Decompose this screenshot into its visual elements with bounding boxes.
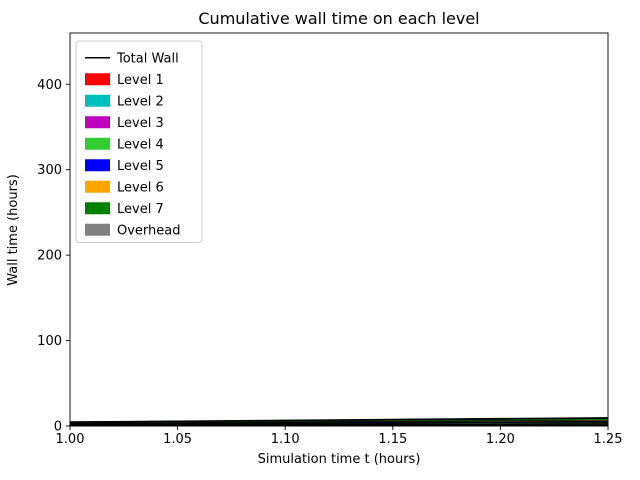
y-tick-label: 400	[37, 78, 62, 93]
legend-label-level-3: Level 3	[117, 116, 164, 131]
legend-swatch-level-1	[85, 73, 110, 86]
y-tick-label: 100	[37, 334, 62, 349]
legend-swatch-level-3	[85, 116, 110, 129]
legend-swatch-level-6	[85, 180, 110, 193]
x-tick-label: 1.00	[56, 432, 85, 447]
chart-title: Cumulative wall time on each level	[198, 9, 479, 28]
plot-layer: 1.00 1.05 1.10 1.15 1.20 1.25 0 100 200 300 400 Tot…	[37, 32, 623, 447]
legend-label-total-wall: Total Wall	[116, 51, 179, 66]
y-axis-label: Wall time (hours)	[6, 174, 21, 286]
y-tick-label: 0	[54, 420, 62, 435]
x-tick-label: 1.15	[378, 432, 407, 447]
legend-label-level-4: Level 4	[117, 137, 164, 152]
x-tick-label: 1.20	[486, 432, 515, 447]
x-tick-label: 1.05	[163, 432, 192, 447]
legend-swatch-level-7	[85, 202, 110, 215]
legend-swatch-level-5	[85, 159, 110, 172]
y-tick-label: 300	[37, 163, 62, 178]
x-tick-label: 1.10	[271, 432, 300, 447]
legend-label-level-2: Level 2	[117, 94, 164, 109]
legend-swatch-level-2	[85, 94, 110, 107]
legend-label-level-1: Level 1	[117, 73, 164, 88]
legend-swatch-level-4	[85, 137, 110, 150]
legend-label-level-6: Level 6	[117, 180, 164, 195]
legend-label-overhead: Overhead	[117, 223, 181, 238]
x-axis-label: Simulation time t (hours)	[258, 452, 421, 467]
legend-label-level-5: Level 5	[117, 159, 164, 174]
axes-frame	[69, 32, 609, 427]
total-wall-line	[69, 417, 609, 423]
legend-label-level-7: Level 7	[117, 202, 164, 217]
legend-swatch-overhead	[85, 223, 110, 236]
x-tick-label: 1.25	[594, 432, 623, 447]
y-tick-label: 200	[37, 249, 62, 264]
